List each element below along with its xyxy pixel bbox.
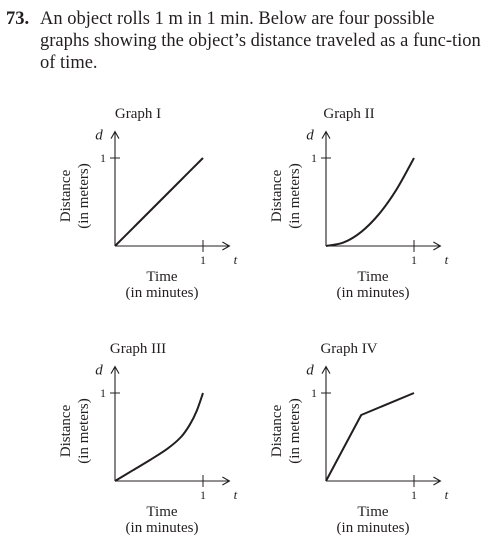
y-axis-symbol: d [95, 128, 103, 144]
x-tick-label: 1 [200, 488, 206, 502]
x-axis-arrowhead [433, 241, 442, 251]
x-axis-symbol: t [445, 487, 449, 502]
x-axis-sublabel: (in minutes) [337, 520, 410, 536]
x-tick-label: 1 [411, 488, 417, 502]
y-tick-label: 1 [311, 151, 317, 165]
x-axis-sublabel: (in minutes) [126, 520, 199, 536]
graph-title: Graph III [110, 341, 166, 357]
y-axis-label: Distance [269, 404, 285, 457]
y-axis-symbol: d [306, 363, 314, 379]
y-tick-label: 1 [311, 386, 317, 400]
y-axis-arrowhead [321, 365, 331, 374]
y-axis-sublabel: (in meters) [76, 398, 92, 463]
graph-panel-3: Graph III d t 1 1 Time (in minutes) Distance (in… [40, 333, 280, 536]
y-axis-sublabel: (in meters) [287, 398, 303, 463]
y-axis-label: Distance [58, 404, 74, 457]
x-axis-symbol: t [234, 252, 238, 267]
x-axis-arrowhead [222, 476, 231, 486]
x-tick-label: 1 [411, 253, 417, 267]
x-axis-sublabel: (in minutes) [337, 285, 410, 301]
graph-2-svg: Graph II d t 1 1 Time(in minutes) Distance (in … [269, 106, 449, 301]
graph-3-svg: Graph III d t 1 1 Time(in minutes) Distance (in… [58, 341, 238, 536]
data-line-series-1 [325, 157, 415, 247]
data-line-series-1 [114, 392, 204, 482]
y-axis-sublabel: (in meters) [76, 163, 92, 228]
x-axis-sublabel: (in minutes) [126, 285, 199, 301]
x-tick-label: 1 [200, 253, 206, 267]
x-axis-arrowhead [222, 241, 231, 251]
y-tick-label: 1 [100, 151, 106, 165]
y-axis-arrowhead [110, 130, 120, 139]
x-axis-label: Time [146, 269, 177, 285]
y-axis-arrowhead [110, 365, 120, 374]
graph-panel-1: Graph I d t 1 1 Time (in minutes) Distance (in m… [40, 98, 280, 301]
x-axis-symbol: t [445, 252, 449, 267]
x-axis-label: Time [357, 269, 388, 285]
y-axis-sublabel: (in meters) [287, 163, 303, 228]
graph-title: Graph II [323, 106, 374, 122]
y-axis-arrowhead [321, 130, 331, 139]
graph-1-svg: Graph I d t 1 1 Time(in minutes) Distance (in m… [58, 106, 238, 301]
x-axis-symbol: t [234, 487, 238, 502]
y-axis-symbol: d [95, 363, 103, 379]
graph-4-svg: Graph IV d t 1 1 Time(in minutes) Distance (in … [269, 341, 449, 536]
problem-number: 73. [6, 9, 30, 29]
graph-title: Graph IV [320, 341, 377, 357]
y-axis-label: Distance [269, 169, 285, 222]
graph-panel-4: Graph IV d t 1 1 Time (in minutes) Distance (in … [251, 333, 491, 536]
y-axis-symbol: d [306, 128, 314, 144]
x-axis-arrowhead [433, 476, 442, 486]
x-axis-label: Time [146, 504, 177, 520]
data-line-series-1 [325, 392, 415, 482]
graph-panel-2: Graph II d t 1 1 Time (in minutes) Distance (in … [251, 98, 491, 301]
x-axis-label: Time [357, 504, 388, 520]
problem-text: An object rolls 1 m in 1 min. Below are … [40, 9, 481, 73]
graph-title: Graph I [115, 106, 161, 122]
y-tick-label: 1 [100, 386, 106, 400]
y-axis-label: Distance [58, 169, 74, 222]
data-line-series-1 [114, 157, 204, 247]
